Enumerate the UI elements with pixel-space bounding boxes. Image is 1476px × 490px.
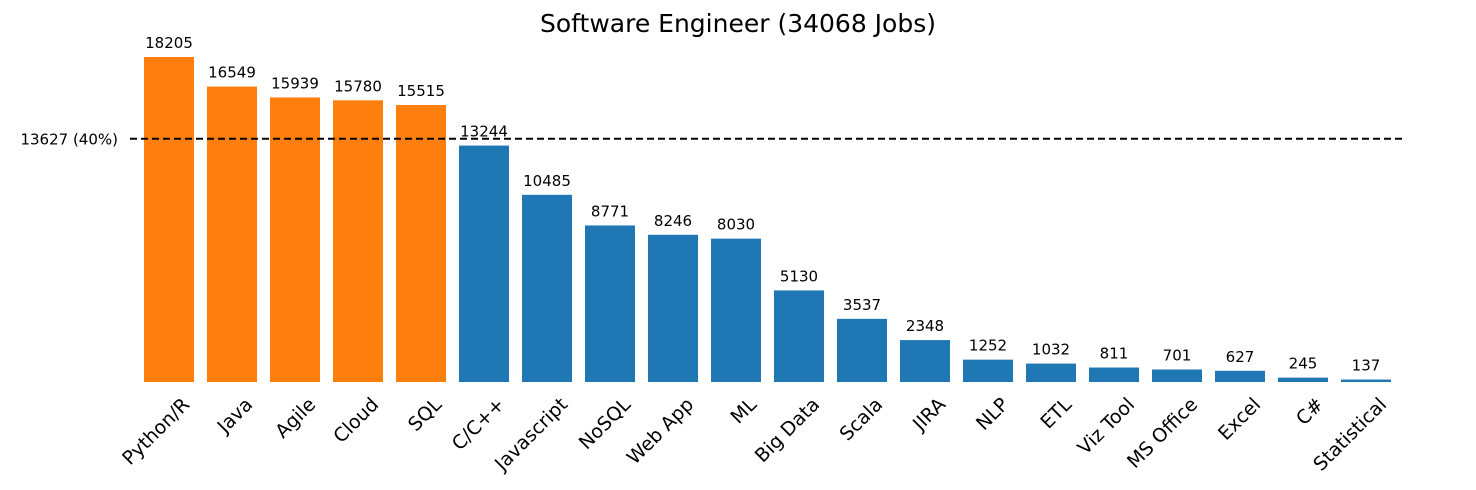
data-label: 8771: [591, 202, 629, 220]
bar-agile: [270, 97, 320, 382]
bar-c-c-: [459, 146, 509, 382]
data-label: 8030: [717, 216, 755, 234]
x-tick-label: Cloud: [329, 394, 383, 448]
data-label: 18205: [145, 34, 193, 52]
data-label: 811: [1100, 345, 1129, 363]
data-label: 1032: [1032, 341, 1070, 359]
data-label: 16549: [208, 64, 256, 82]
x-tick-label: ETL: [1036, 393, 1076, 433]
x-tick-label: ML: [727, 393, 762, 428]
data-label: 627: [1226, 348, 1255, 366]
data-label: 8246: [654, 212, 692, 230]
x-tick-label: NoSQL: [575, 393, 636, 454]
data-label: 2348: [906, 317, 944, 335]
data-label: 15780: [334, 77, 382, 95]
bar-viz-tool: [1089, 368, 1139, 382]
data-label: 3537: [843, 296, 881, 314]
x-tick-label: NLP: [972, 394, 1013, 435]
x-tick-label: Excel: [1214, 394, 1265, 445]
data-label: 15939: [271, 74, 319, 92]
bar-java: [207, 87, 257, 382]
bar-jira: [900, 340, 950, 382]
chart-title: Software Engineer (34068 Jobs): [540, 9, 936, 38]
bars-group: [144, 57, 1391, 382]
x-tick-label: C/C++: [448, 394, 509, 455]
x-tick-label: Java: [213, 394, 258, 439]
x-tick-label: Scala: [835, 394, 887, 446]
bar-nosql: [585, 225, 635, 382]
data-label: 15515: [397, 82, 445, 100]
bar-ml: [711, 239, 761, 382]
bar-ms-office: [1152, 369, 1202, 382]
bar-etl: [1026, 364, 1076, 382]
data-label: 245: [1289, 355, 1318, 373]
threshold-label: 13627 (40%): [20, 131, 118, 149]
x-tick-label: Agile: [271, 394, 320, 443]
x-tick-label: Web App: [623, 394, 698, 469]
bar-big-data: [774, 290, 824, 382]
data-label: 701: [1163, 346, 1192, 364]
bar-nlp: [963, 360, 1013, 382]
bar-javascript: [522, 195, 572, 382]
data-label: 137: [1352, 357, 1381, 375]
data-label: 10485: [523, 172, 571, 190]
x-tick-label: Big Data: [751, 394, 824, 467]
bar-sql: [396, 105, 446, 382]
x-tick-label: C#: [1292, 394, 1328, 430]
x-tick-label: Viz Tool: [1074, 394, 1140, 460]
bar-python-r: [144, 57, 194, 382]
bar-web-app: [648, 235, 698, 382]
x-tick-label: Python/R: [118, 394, 194, 470]
bar-scala: [837, 319, 887, 382]
x-tick-label: JIRA: [908, 394, 950, 436]
data-label: 5130: [780, 267, 818, 285]
x-tick-labels-group: Python/R Java Agile Cloud SQL C/C++Javascript…: [118, 393, 1391, 475]
bar-c-: [1278, 378, 1328, 382]
bar-cloud: [333, 100, 383, 382]
bar-statistical: [1341, 380, 1391, 382]
bar-excel: [1215, 371, 1265, 382]
x-tick-label: SQL: [404, 393, 446, 435]
data-label: 1252: [969, 337, 1007, 355]
